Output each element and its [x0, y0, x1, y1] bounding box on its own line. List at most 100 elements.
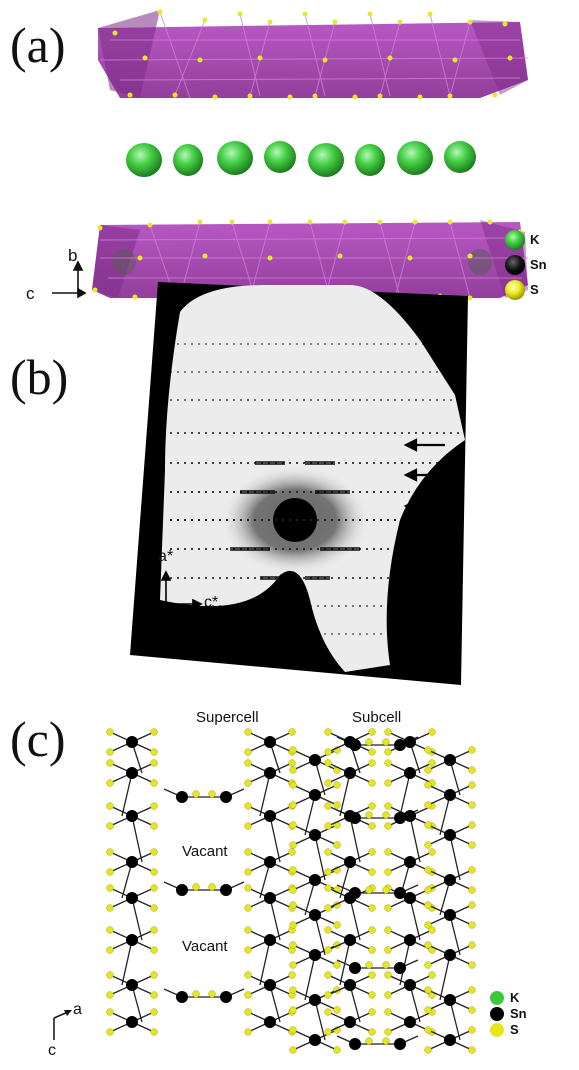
sn-atom: [309, 789, 321, 801]
sn-atom: [309, 994, 321, 1006]
superstructure-arrows: [403, 438, 445, 605]
s-atom: [468, 821, 476, 829]
s-atom: [384, 802, 392, 810]
sn-atom: [220, 884, 232, 896]
s-atom: [424, 986, 432, 994]
panel-a-axis-b: b: [68, 246, 78, 265]
panel-c-label: (c): [10, 711, 66, 767]
sn-atom: [444, 994, 456, 1006]
sn-atom: [394, 887, 406, 899]
s-atom: [468, 901, 476, 909]
s-atom: [244, 779, 252, 787]
s-atom: [106, 822, 114, 830]
s-atom: [324, 848, 332, 856]
s-atom: [106, 728, 114, 736]
s-atom: [428, 926, 436, 934]
s-atom: [424, 921, 432, 929]
s-atom: [384, 728, 392, 736]
sn-atom: [309, 829, 321, 841]
s-atom: [384, 759, 392, 767]
vacant-label-1: Vacant: [182, 843, 228, 860]
s-atom: [244, 868, 252, 876]
panel-a-label: (a): [10, 17, 66, 73]
s-atom: [468, 866, 476, 874]
sn-atom: [220, 791, 232, 803]
s-atom: [468, 766, 476, 774]
s-atom: [289, 886, 297, 894]
s-atom: [384, 1008, 392, 1016]
s-atom: [244, 926, 252, 934]
s-atom: [424, 1006, 432, 1014]
s-atom: [368, 926, 376, 934]
s-atom: [368, 991, 376, 999]
legend-c-sn-icon: [490, 1007, 504, 1021]
s-atom: [150, 728, 158, 736]
potassium-row: [126, 141, 476, 177]
s-atom: [384, 779, 392, 787]
s-atom: [424, 841, 432, 849]
s-atom: [150, 1008, 158, 1016]
s-atom: [289, 746, 297, 754]
s-atom: [424, 781, 432, 789]
s-atom: [424, 866, 432, 874]
sn-atom: [404, 892, 416, 904]
s-atom: [468, 921, 476, 929]
panel-c-legend-s: S: [510, 1022, 519, 1037]
s-atom: [150, 946, 158, 954]
s-atom: [324, 884, 332, 892]
s-atom: [288, 848, 296, 856]
s-atom: [424, 961, 432, 969]
s-atom: [333, 1006, 341, 1014]
s-atom: [106, 1028, 114, 1036]
panel-c-legend-k: K: [510, 990, 520, 1005]
s-atom: [424, 1046, 432, 1054]
s-atom: [324, 904, 332, 912]
s-atom: [150, 1028, 158, 1036]
s-atom: [382, 961, 390, 969]
s-atom: [368, 904, 376, 912]
panel-b-diffraction: [130, 282, 468, 685]
s-atom: [150, 868, 158, 876]
s-atom: [288, 759, 296, 767]
s-atom: [324, 1008, 332, 1016]
panel-b-axis-c-star: c*: [204, 594, 219, 611]
s-atom: [150, 991, 158, 999]
sn-atom: [394, 962, 406, 974]
s-atom: [382, 811, 390, 819]
s-atom: [208, 790, 216, 798]
s-atom: [368, 848, 376, 856]
s-atom: [106, 884, 114, 892]
sn-atom: [349, 739, 361, 751]
s-atom: [289, 1046, 297, 1054]
s-atom: [424, 821, 432, 829]
s-atom: [289, 866, 297, 874]
sn-atom: [349, 1038, 361, 1050]
s-atom: [368, 759, 376, 767]
s-atom: [424, 901, 432, 909]
s-atom: [244, 971, 252, 979]
s-atom: [289, 841, 297, 849]
s-atom: [365, 811, 373, 819]
panel-a-legend-spheres: [505, 230, 525, 300]
s-atom: [382, 738, 390, 746]
s-atom: [368, 779, 376, 787]
sn-atom: [309, 1034, 321, 1046]
panel-a-legend-sn: Sn: [530, 257, 547, 272]
s-atom: [468, 746, 476, 754]
sn-atom: [264, 736, 276, 748]
s-atom: [324, 971, 332, 979]
sn-atom: [126, 979, 138, 991]
sn-atom: [344, 856, 356, 868]
sn-atom: [126, 934, 138, 946]
s-atom: [289, 901, 297, 909]
s-atom: [384, 822, 392, 830]
s-atom: [150, 926, 158, 934]
sn-atom: [126, 892, 138, 904]
sn-atom: [126, 736, 138, 748]
sn-atom: [126, 856, 138, 868]
s-atom: [106, 971, 114, 979]
sn-atom: [264, 767, 276, 779]
sn-atom: [309, 909, 321, 921]
s-atom: [150, 904, 158, 912]
s-atom: [106, 748, 114, 756]
